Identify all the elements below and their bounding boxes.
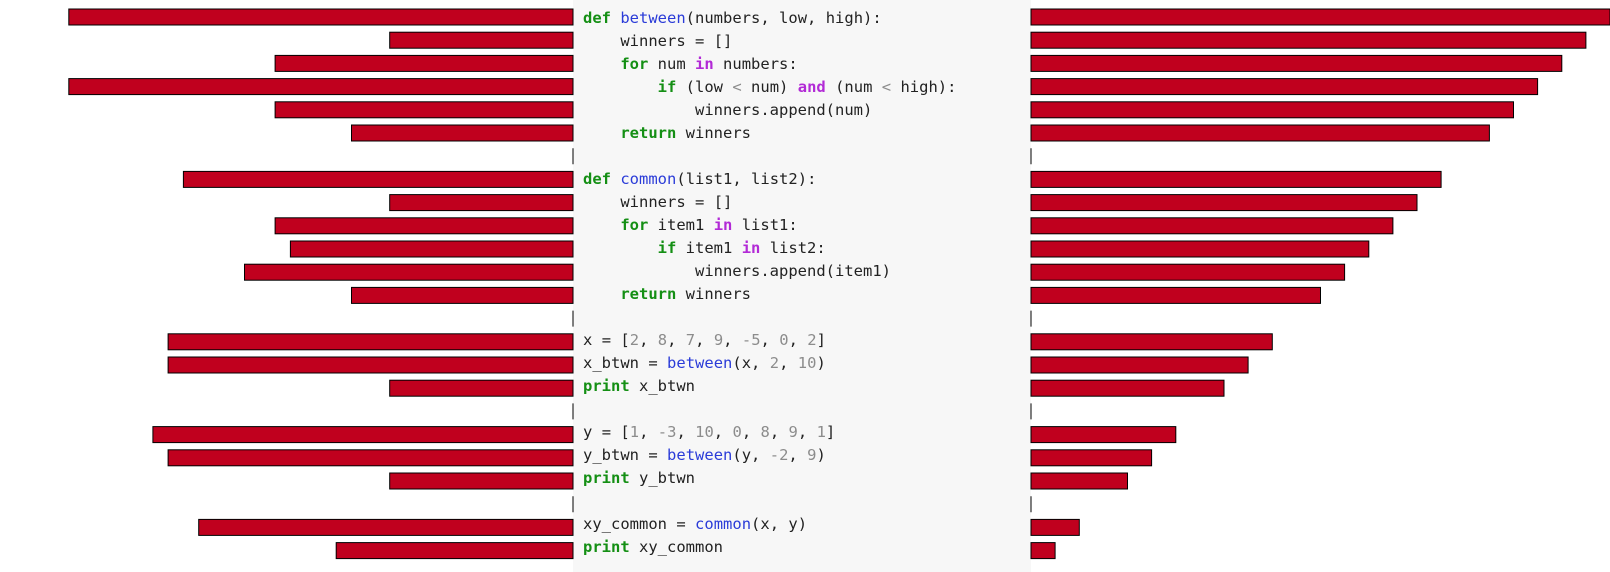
- code-line: return winners: [620, 285, 751, 303]
- code-line: winners.append(item1): [694, 262, 892, 280]
- code-line: winners = []: [620, 32, 733, 50]
- right-bar: [1030, 263, 1346, 281]
- code-listing: def between(numbers, low, high): winners…: [583, 7, 956, 559]
- code-line: y_btwn = between(y, -2, 9): [583, 446, 826, 464]
- code-line: return winners: [620, 124, 751, 142]
- right-bar: [1030, 542, 1056, 560]
- code-line: print xy_common: [583, 538, 724, 556]
- code-line: y = [1, -3, 10, 0, 8, 9, 1]: [583, 423, 836, 441]
- code-line: [583, 306, 956, 329]
- left-bar: [167, 449, 574, 467]
- left-bar: [351, 286, 574, 304]
- code-line: print y_btwn: [583, 469, 696, 487]
- left-bar: [389, 31, 574, 49]
- right-bar: [1030, 333, 1273, 351]
- code-line: x_btwn = between(x, 2, 10): [583, 354, 826, 372]
- right-bar: [1030, 78, 1539, 96]
- right-bar: [1030, 8, 1610, 26]
- right-bar: [1030, 518, 1080, 536]
- right-bar: [1030, 101, 1514, 119]
- right-bar: [1030, 54, 1563, 72]
- right-bar: [1030, 31, 1587, 49]
- code-line: winners.append(num): [694, 101, 873, 119]
- left-bar: [274, 217, 574, 235]
- right-bar: [1030, 170, 1442, 188]
- right-bar: [1030, 217, 1394, 235]
- code-line: if item1 in list2:: [657, 239, 826, 257]
- code-line: print x_btwn: [583, 377, 696, 395]
- code-line: for item1 in list1:: [620, 216, 798, 234]
- left-bar: [198, 518, 574, 536]
- code-line: def between(numbers, low, high):: [583, 9, 882, 27]
- left-bar: [68, 78, 574, 96]
- code-line: def common(list1, list2):: [583, 170, 817, 188]
- code-line: [583, 398, 956, 421]
- left-bar: [152, 426, 574, 444]
- left-bar: [351, 124, 574, 142]
- right-bar: [1030, 286, 1321, 304]
- code-line: if (low < num) and (num < high):: [657, 78, 957, 96]
- code-line: x = [2, 8, 7, 9, -5, 0, 2]: [583, 331, 826, 349]
- left-bar: [167, 356, 574, 374]
- right-bar: [1030, 426, 1177, 444]
- left-bar: [244, 263, 574, 281]
- left-bar: [389, 379, 574, 397]
- right-bar: [1030, 124, 1490, 142]
- right-bar: [1030, 472, 1128, 490]
- code-line: [583, 145, 956, 168]
- right-bar: [1030, 194, 1418, 212]
- left-bar: [335, 542, 574, 560]
- left-bar: [274, 101, 574, 119]
- code-line: [583, 490, 956, 513]
- right-bar: [1030, 379, 1225, 397]
- left-bar: [182, 170, 574, 188]
- left-bar: [289, 240, 574, 258]
- code-line: xy_common = common(x, y): [583, 515, 808, 533]
- left-bar: [167, 333, 574, 351]
- right-bar: [1030, 449, 1153, 467]
- right-bar: [1030, 356, 1249, 374]
- right-bar: [1030, 240, 1370, 258]
- code-line: for num in numbers:: [620, 55, 798, 73]
- left-bar: [68, 8, 574, 26]
- left-bar: [389, 194, 574, 212]
- left-bar: [274, 54, 574, 72]
- code-line: winners = []: [620, 193, 733, 211]
- left-bar: [389, 472, 574, 490]
- code-panel: [573, 0, 1031, 572]
